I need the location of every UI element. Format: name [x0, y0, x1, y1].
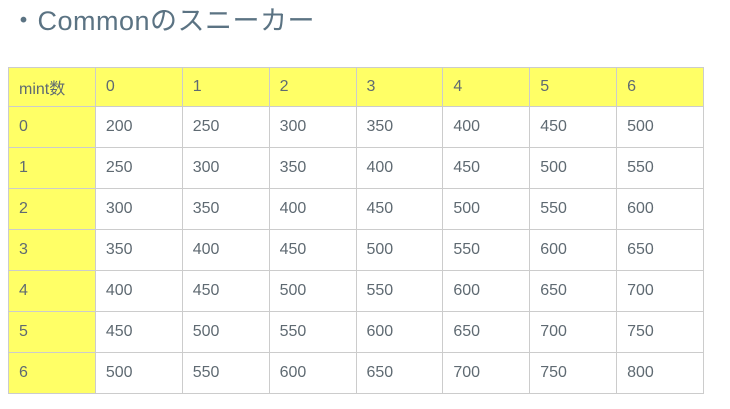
- value-cell: 500: [94, 351, 183, 394]
- value-cell: 600: [268, 351, 357, 394]
- value-cell: 700: [529, 310, 618, 353]
- table-row: 1 250 300 350 400 450 500 550: [8, 146, 704, 189]
- value-cell: 200: [94, 105, 183, 148]
- value-cell: 350: [268, 146, 357, 189]
- value-cell: 650: [442, 310, 531, 353]
- value-cell: 500: [442, 187, 531, 230]
- value-cell: 350: [355, 105, 444, 148]
- value-cell: 400: [442, 105, 531, 148]
- value-cell: 550: [268, 310, 357, 353]
- value-cell: 500: [181, 310, 270, 353]
- value-cell: 650: [616, 228, 704, 271]
- row-label-cell: 2: [8, 187, 96, 230]
- table-row: 2 300 350 400 450 500 550 600: [8, 187, 704, 230]
- value-cell: 450: [268, 228, 357, 271]
- value-cell: 450: [529, 105, 618, 148]
- value-cell: 600: [529, 228, 618, 271]
- value-cell: 450: [442, 146, 531, 189]
- value-cell: 250: [181, 105, 270, 148]
- mint-price-table: mint数 0 1 2 3 4 5 6 0 200 250 300 350 400 450 500 1 250 3…: [8, 66, 704, 394]
- value-cell: 550: [181, 351, 270, 394]
- header-cell: 4: [442, 66, 531, 107]
- row-label-cell: 4: [8, 269, 96, 312]
- value-cell: 550: [529, 187, 618, 230]
- header-cell: 2: [268, 66, 357, 107]
- value-cell: 550: [616, 146, 704, 189]
- value-cell: 500: [616, 105, 704, 148]
- value-cell: 700: [442, 351, 531, 394]
- page-title: ・Commonのスニーカー: [10, 6, 316, 36]
- value-cell: 400: [355, 146, 444, 189]
- value-cell: 650: [529, 269, 618, 312]
- value-cell: 350: [181, 187, 270, 230]
- table-head: mint数 0 1 2 3 4 5 6: [8, 66, 704, 107]
- table-row: 0 200 250 300 350 400 450 500: [8, 105, 704, 148]
- table-row: 4 400 450 500 550 600 650 700: [8, 269, 704, 312]
- value-cell: 500: [268, 269, 357, 312]
- value-cell: 300: [94, 187, 183, 230]
- table-row: 3 350 400 450 500 550 600 650: [8, 228, 704, 271]
- value-cell: 450: [355, 187, 444, 230]
- value-cell: 600: [442, 269, 531, 312]
- row-label-cell: 5: [8, 310, 96, 353]
- header-cell: 3: [355, 66, 444, 107]
- value-cell: 300: [181, 146, 270, 189]
- table-header-row: mint数 0 1 2 3 4 5 6: [8, 66, 704, 107]
- value-cell: 300: [268, 105, 357, 148]
- value-cell: 800: [616, 351, 704, 394]
- row-label-cell: 1: [8, 146, 96, 189]
- header-cell: 6: [616, 66, 704, 107]
- value-cell: 750: [529, 351, 618, 394]
- value-cell: 400: [94, 269, 183, 312]
- value-cell: 600: [355, 310, 444, 353]
- row-label-cell: 0: [8, 105, 96, 148]
- value-cell: 250: [94, 146, 183, 189]
- table-row: 5 450 500 550 600 650 700 750: [8, 310, 704, 353]
- value-cell: 450: [181, 269, 270, 312]
- table-row: 6 500 550 600 650 700 750 800: [8, 351, 704, 394]
- table-body: 0 200 250 300 350 400 450 500 1 250 300 350 400 450 50…: [8, 105, 704, 394]
- value-cell: 550: [355, 269, 444, 312]
- value-cell: 700: [616, 269, 704, 312]
- value-cell: 550: [442, 228, 531, 271]
- value-cell: 650: [355, 351, 444, 394]
- value-cell: 500: [355, 228, 444, 271]
- value-cell: 400: [181, 228, 270, 271]
- header-cell: 0: [94, 66, 183, 107]
- value-cell: 450: [94, 310, 183, 353]
- header-cell: 1: [181, 66, 270, 107]
- value-cell: 600: [616, 187, 704, 230]
- value-cell: 350: [94, 228, 183, 271]
- header-cell-mint-count: mint数: [8, 66, 96, 107]
- value-cell: 400: [268, 187, 357, 230]
- value-cell: 750: [616, 310, 704, 353]
- value-cell: 500: [529, 146, 618, 189]
- row-label-cell: 6: [8, 351, 96, 394]
- row-label-cell: 3: [8, 228, 96, 271]
- header-cell: 5: [529, 66, 618, 107]
